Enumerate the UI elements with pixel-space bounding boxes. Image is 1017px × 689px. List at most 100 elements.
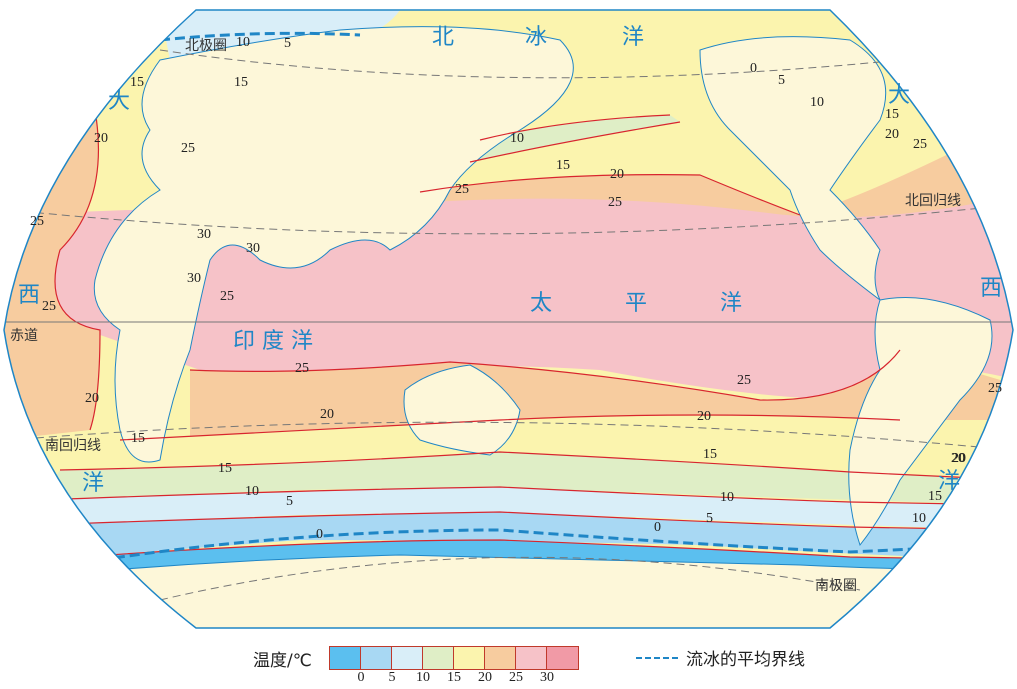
legend-color-bar [329,646,579,670]
arctic-ocean-char-2: 冰 [525,25,547,50]
isotherm-label: 20 [610,167,624,182]
world-sea-surface-temperature-map: 北 冰 洋 太 平 洋 印 度 洋 大 西 洋 大 西 洋 北极圈 北回归线 赤… [3,9,1014,629]
legend-swatch-20-25 [485,647,516,669]
isotherm-label: 30 [187,271,201,286]
isotherm-label: 25 [913,137,927,152]
atlantic-right-char-1: 大 [888,83,910,108]
isotherm-label: 25 [455,182,469,197]
land-africa-eurasia [93,26,574,463]
isotherm-label: 30 [246,241,260,256]
isotherm-label: 25 [295,361,309,376]
isotherm-label: 15 [556,158,570,173]
equator-label: 赤道 [10,328,38,344]
arctic-circle-label: 北极圈 [185,38,227,54]
tropic-capricorn-label: 南回归线 [45,437,101,454]
pacific-ocean-char-2: 平 [625,291,647,316]
isotherm-lines [39,109,1013,561]
isotherm-label: 20 [885,127,899,142]
arctic-ocean-char-1: 北 [432,25,454,50]
isotherm-label: 5 [706,511,713,526]
isotherm-label: 10 [912,511,926,526]
antarctic-circle-label: 南极圈 [815,578,857,594]
legend-tick: 5 [388,670,396,685]
arctic-circle-line [159,49,901,79]
isotherm-label: 20 [320,407,334,422]
legend-swatch-10-15 [423,647,454,669]
isotherm-label: 25 [30,214,44,229]
legend-swatch-25-30 [516,647,547,669]
isotherm-label: 25 [608,195,622,210]
legend-swatch-5-10 [392,647,423,669]
globe-outline [3,9,1014,629]
legend-swatch-15-20 [454,647,485,669]
band-15-south [40,452,1013,505]
isotherm-label: 25 [181,141,195,156]
atlantic-right-char-2: 西 [980,276,1002,301]
band-5-south [40,512,1013,560]
isotherm-label: 20 [697,409,711,424]
isotherm-label: 25 [42,299,56,314]
legend-swatch-below-0 [330,647,361,669]
isotherm-label: 10 [810,95,824,110]
atlantic-right-char-3: 洋 [938,469,960,494]
band-20-south [110,415,1013,480]
isotherm-label: 25 [737,373,751,388]
legend-tick: 15 [447,670,461,685]
pacific-ocean-char-3: 洋 [720,291,742,316]
land-australia [403,364,521,456]
legend: 温度/℃ 0 5 10 15 20 25 30 流冰的平均界线 [0,640,1017,689]
legend-swatch-0-5 [361,647,392,669]
reference-lines [4,49,1013,601]
isotherm-label: 15 [928,489,942,504]
isotherm-label: 5 [778,73,785,88]
isotherm-label: 20 [85,391,99,406]
antarctic-circle-line [159,556,861,601]
tropic-capricorn-line [9,421,1011,451]
isotherm-label: 15 [218,461,232,476]
isotherm-label: 10 [236,35,250,50]
isotherm-label: 5 [286,494,293,509]
arctic-ocean-char-3: 洋 [622,25,644,50]
isotherm-label: 15 [131,431,145,446]
land-masses [4,18,1013,628]
ice-line-label: 流冰的平均界线 [686,650,805,670]
ice-line-sample [636,657,678,659]
tropic-cancer-label: 北回归线 [905,192,961,209]
isotherm-label: 15 [885,107,899,122]
isotherm-label: 30 [197,227,211,242]
isotherm-label: 15 [703,447,717,462]
isotherm-label: 20 [94,131,108,146]
isotherm-label: 0 [750,61,757,76]
legend-tick: 0 [357,670,365,685]
isotherm-label: 10 [510,131,524,146]
isotherm-label: 0 [654,520,661,535]
isotherm-label: 20 [951,451,965,466]
isotherm-label: 0 [316,527,323,542]
ice-boundary-south [99,528,1001,562]
isotherm-value-labels: 10 5 15 15 20 25 25 30 30 30 25 25 20 15… [30,35,1002,542]
legend-tick: 30 [540,670,554,685]
atlantic-left-char-1: 大 [108,89,130,114]
band-10-south [40,487,1013,530]
isotherm-label: 5 [284,36,291,51]
band-25-north [420,120,1013,218]
isotherm-label: 10 [245,484,259,499]
legend-tick: 25 [509,670,523,685]
isotherm-label: 20 [952,451,966,466]
legend-tick: 20 [478,670,492,685]
isotherm-label: 15 [130,75,144,90]
atlantic-left-char-2: 西 [18,283,40,308]
legend-tick: 10 [416,670,430,685]
land-south-america [848,297,993,547]
ocean-labels: 北 冰 洋 太 平 洋 印 度 洋 大 西 洋 大 西 洋 [18,25,1002,496]
isotherm-label: 25 [988,381,1002,396]
atlantic-left-char-3: 洋 [82,471,104,496]
isotherm-label: 10 [720,490,734,505]
indian-ocean-label: 印 度 洋 [233,329,313,354]
ice-boundary-north [159,31,361,42]
pacific-ocean-char-1: 太 [530,291,552,316]
legend-title: 温度/℃ [253,651,312,671]
legend-swatch-above-30 [547,647,578,669]
band-20-north [420,120,700,192]
ice-boundaries [99,31,1001,562]
